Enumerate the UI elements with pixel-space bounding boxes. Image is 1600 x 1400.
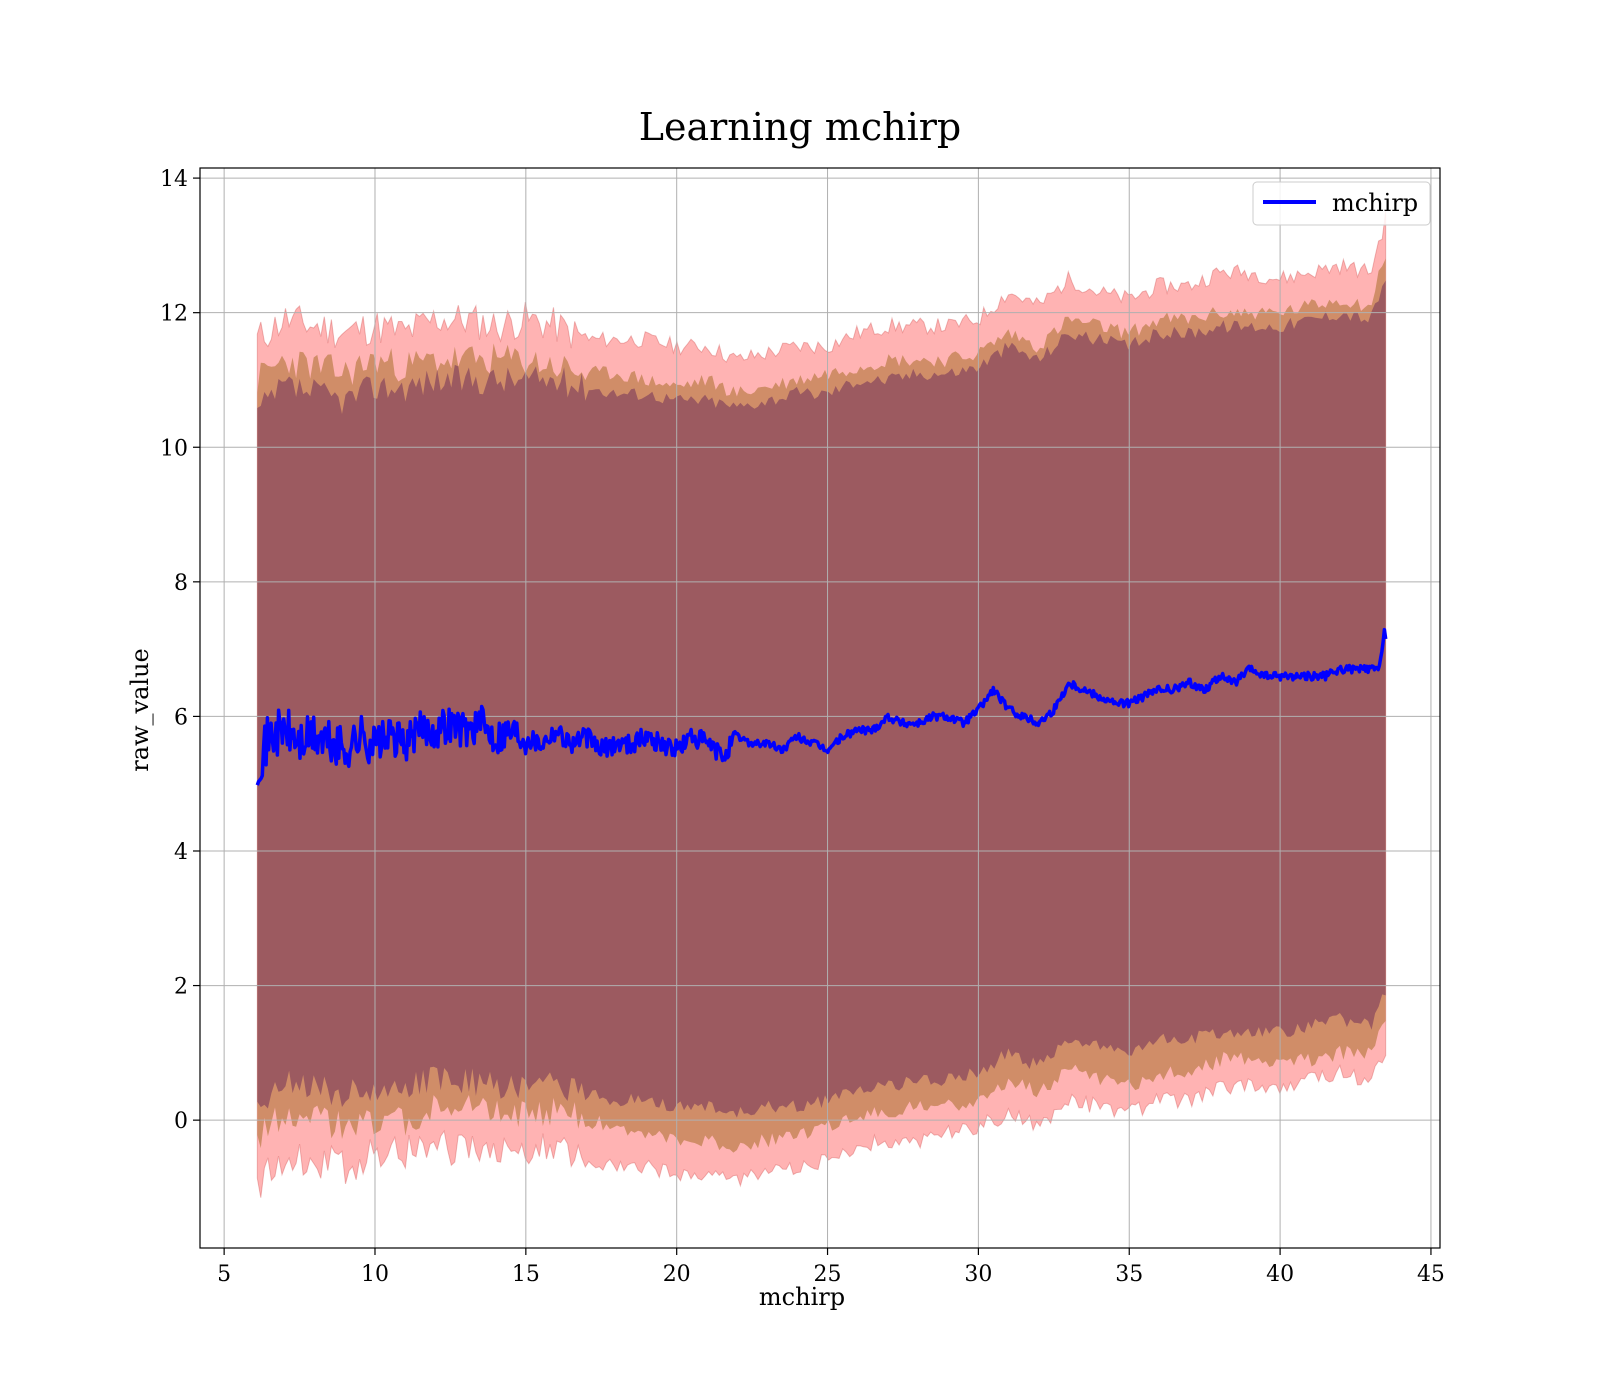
- axes-frame: [199, 167, 1441, 1249]
- x-tick-label: 5: [217, 1262, 231, 1287]
- legend-box: [1252, 181, 1431, 226]
- x-tick-label: 40: [1266, 1262, 1294, 1287]
- x-tick-label: 30: [964, 1262, 992, 1287]
- x-tick-label: 10: [361, 1262, 389, 1287]
- legend-label-mchirp: mchirp: [1332, 189, 1418, 217]
- band-inner: [257, 280, 1386, 1118]
- y-tick-label: 14: [160, 167, 188, 192]
- y-tick-label: 0: [174, 1109, 188, 1134]
- chart-title: Learning mchirp: [639, 105, 961, 149]
- series-line-mchirp: [255, 627, 1388, 786]
- x-tick-label: 45: [1417, 1262, 1445, 1287]
- y-tick-label: 8: [174, 571, 188, 596]
- plot-area: 5 10 15 20 25 30 35 40 45 0 2 4 6 8 10 12 14: [160, 167, 1445, 1287]
- x-axis-label: mchirp: [759, 1283, 845, 1311]
- x-tick-label: 25: [814, 1262, 842, 1287]
- legend: mchirp: [1252, 181, 1431, 226]
- y-tick-label: 6: [174, 705, 188, 730]
- x-tick-label: 35: [1115, 1262, 1143, 1287]
- x-tick-label: 15: [512, 1262, 540, 1287]
- x-tick-label: 20: [663, 1262, 691, 1287]
- y-axis-label: raw_value: [126, 648, 154, 772]
- y-tick-label: 4: [174, 840, 188, 865]
- y-tick-label: 10: [160, 436, 188, 461]
- y-tick-label: 2: [174, 975, 188, 1000]
- y-tick-label: 12: [160, 302, 188, 327]
